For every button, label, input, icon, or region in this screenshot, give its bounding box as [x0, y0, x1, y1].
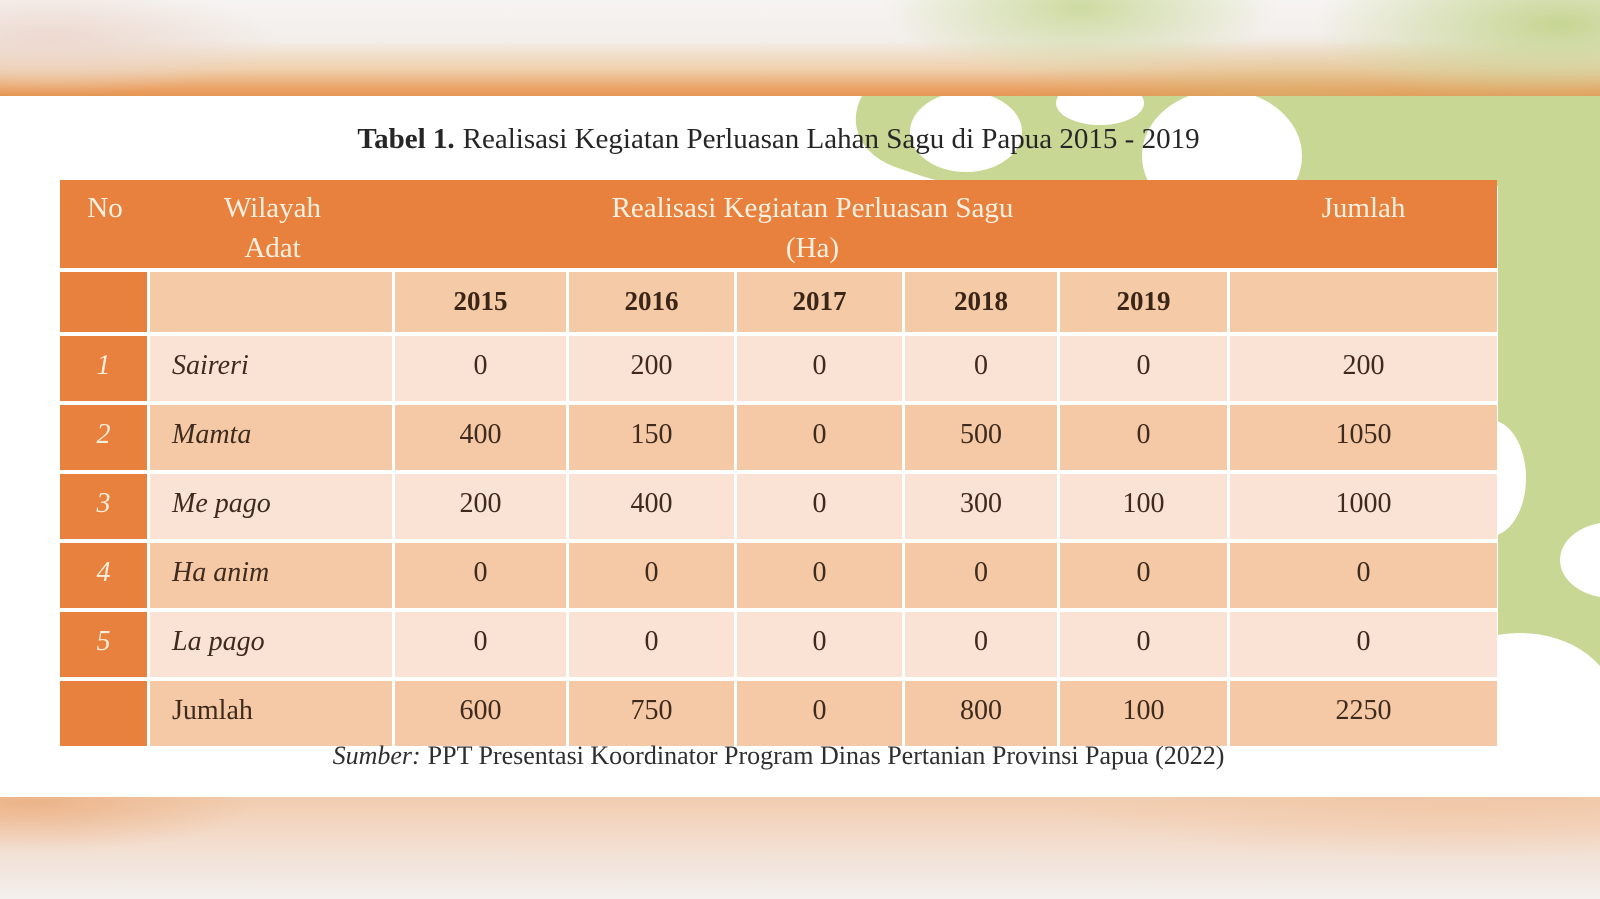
table-row: 2 Mamta 400 150 0 500 0 1050	[60, 405, 1497, 474]
cell-value-2017: 0	[737, 474, 905, 543]
source-text: PPT Presentasi Koordinator Program Dinas…	[427, 741, 1225, 770]
total-value-2019: 100	[1060, 681, 1230, 750]
cell-value-2016: 0	[569, 543, 737, 612]
bottom-blur-band	[0, 797, 1600, 899]
table-title: Tabel 1. Realisasi Kegiatan Perluasan Lah…	[60, 121, 1497, 157]
col-header-2016: 2016	[569, 272, 737, 336]
cell-value-2015: 0	[395, 543, 569, 612]
cell-value-2018: 0	[905, 543, 1060, 612]
wilayah-line1: Wilayah	[223, 192, 322, 224]
cell-no: 5	[60, 612, 150, 681]
cell-no: 1	[60, 336, 150, 405]
cell-jumlah: 200	[1230, 336, 1497, 405]
col-header-2018: 2018	[905, 272, 1060, 336]
col-header-2017: 2017	[737, 272, 905, 336]
col-header-wilayah-adat: Wilayah Adat	[150, 180, 395, 272]
cell-value-2015: 400	[395, 405, 569, 474]
table-row: 4 Ha anim 0 0 0 0 0 0	[60, 543, 1497, 612]
cell-value-2018: 0	[905, 612, 1060, 681]
cell-jumlah: 0	[1230, 543, 1497, 612]
cell-value-2019: 0	[1060, 336, 1230, 405]
table-row: 1 Saireri 0 200 0 0 0 200	[60, 336, 1497, 405]
total-value-2015: 600	[395, 681, 569, 750]
cell-no: 3	[60, 474, 150, 543]
cell-value-2015: 0	[395, 612, 569, 681]
year-row-empty-cell	[150, 272, 395, 336]
cell-jumlah: 0	[1230, 612, 1497, 681]
year-row-jumlah-empty-cell	[1230, 272, 1497, 336]
cell-wilayah: Saireri	[150, 336, 395, 405]
col-header-jumlah: Jumlah	[1230, 180, 1497, 272]
total-value-2017: 0	[737, 681, 905, 750]
cell-value-2019: 100	[1060, 474, 1230, 543]
total-row: Jumlah 600 750 0 800 100 2250	[60, 681, 1497, 750]
cell-value-2019: 0	[1060, 405, 1230, 474]
cell-value-2015: 200	[395, 474, 569, 543]
cell-wilayah: La pago	[150, 612, 395, 681]
cell-jumlah: 1000	[1230, 474, 1497, 543]
cell-jumlah: 1050	[1230, 405, 1497, 474]
table-row: 3 Me pago 200 400 0 300 100 1000	[60, 474, 1497, 543]
year-row-no-cell	[60, 272, 150, 336]
table-title-label: Tabel 1.	[357, 123, 455, 155]
wilayah-line2: Adat	[244, 232, 301, 264]
col-header-2015: 2015	[395, 272, 569, 336]
cell-value-2015: 0	[395, 336, 569, 405]
cell-value-2019: 0	[1060, 612, 1230, 681]
total-no-cell	[60, 681, 150, 750]
cell-value-2016: 150	[569, 405, 737, 474]
cell-value-2017: 0	[737, 405, 905, 474]
cell-wilayah: Mamta	[150, 405, 395, 474]
cell-value-2018: 500	[905, 405, 1060, 474]
table-title-text: Realisasi Kegiatan Perluasan Lahan Sagu …	[462, 123, 1200, 155]
cell-value-2017: 0	[737, 336, 905, 405]
cell-value-2018: 0	[905, 336, 1060, 405]
cell-no: 2	[60, 405, 150, 474]
col-header-2019: 2019	[1060, 272, 1230, 336]
total-value-2016: 750	[569, 681, 737, 750]
realisasi-line1: Realisasi Kegiatan Perluasan Sagu	[611, 192, 1014, 224]
data-table: No Wilayah Adat Realisasi Kegiatan Perlu…	[60, 180, 1497, 750]
top-blur-band	[0, 0, 1600, 96]
realisasi-line2: (Ha)	[785, 232, 840, 264]
cell-value-2019: 0	[1060, 543, 1230, 612]
cell-no: 4	[60, 543, 150, 612]
source-label: Sumber:	[332, 741, 421, 770]
cell-value-2018: 300	[905, 474, 1060, 543]
header-row-main: No Wilayah Adat Realisasi Kegiatan Perlu…	[60, 180, 1497, 272]
cell-value-2016: 0	[569, 612, 737, 681]
total-label: Jumlah	[150, 681, 395, 750]
cell-value-2017: 0	[737, 612, 905, 681]
col-header-realisasi: Realisasi Kegiatan Perluasan Sagu (Ha)	[395, 180, 1230, 272]
source-note: Sumber: PPT Presentasi Koordinator Progra…	[60, 741, 1497, 771]
cell-value-2016: 200	[569, 336, 737, 405]
cell-wilayah: Me pago	[150, 474, 395, 543]
cell-value-2017: 0	[737, 543, 905, 612]
total-value-2018: 800	[905, 681, 1060, 750]
cell-wilayah: Ha anim	[150, 543, 395, 612]
header-row-years: 2015 2016 2017 2018 2019	[60, 272, 1497, 336]
col-header-no: No	[60, 180, 150, 272]
total-jumlah: 2250	[1230, 681, 1497, 750]
cell-value-2016: 400	[569, 474, 737, 543]
table-row: 5 La pago 0 0 0 0 0 0	[60, 612, 1497, 681]
